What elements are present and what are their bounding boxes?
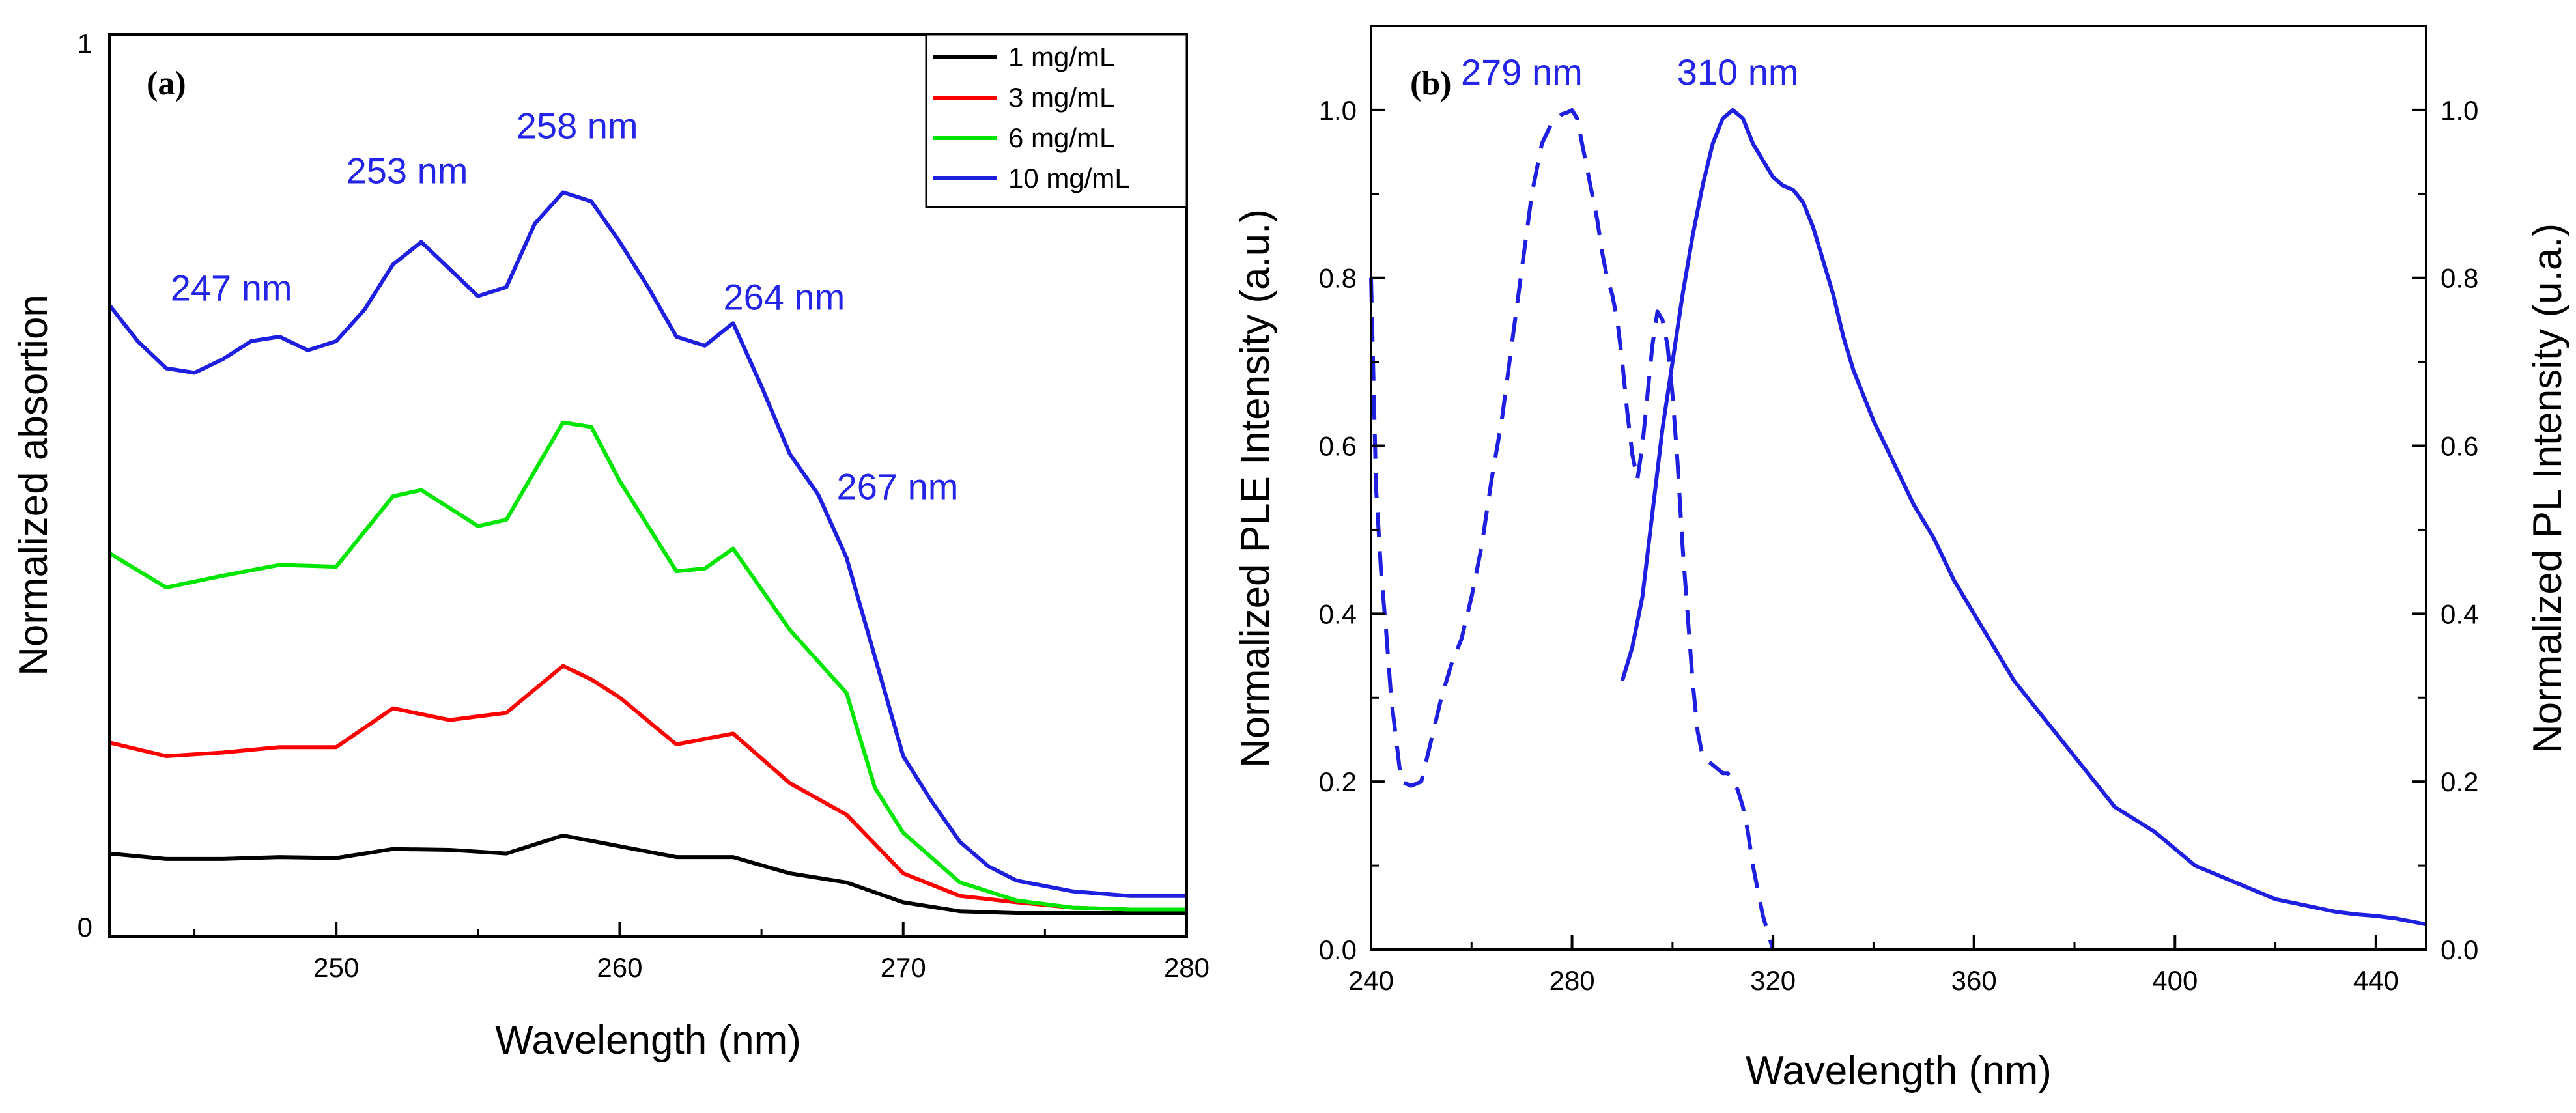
y-tick-label-right: 0.0	[2441, 935, 2478, 965]
y-tick-label: 1	[78, 28, 92, 59]
peak-annotation: 247 nm	[171, 268, 292, 309]
legend-label-6mg: 6 mg/mL	[1008, 122, 1114, 153]
peak-annotation: 310 nm	[1677, 51, 1799, 92]
panel-b: 240 280 320 360 400 440 0.0 0.0 0.2 0.2 0.4 0.4 0.6 0…	[1233, 25, 2570, 1093]
panel-a-label: (a)	[147, 65, 186, 102]
panel-b-x-axis-title: Wavelength (nm)	[1746, 1049, 2052, 1093]
peak-annotation: 258 nm	[517, 105, 638, 146]
panel-b-label: (b)	[1410, 65, 1452, 102]
y-tick-label-right: 0.2	[2441, 767, 2478, 797]
panel-b-y-axis-title-left: Normalized PLE Intensity (a.u.)	[1233, 209, 1278, 768]
panel-a-ticks: 250 260 270 280 0 1	[78, 28, 1210, 983]
x-tick-label: 260	[597, 952, 642, 983]
panel-a: 250 260 270 280 0 1 (a) Wavelength (nm) Norma…	[11, 28, 1210, 1063]
panel-b-y-axis-title-right: Normalized PL Intensity (u.a.)	[2525, 223, 2570, 754]
x-tick-label: 280	[1550, 965, 1595, 996]
y-tick-label-right: 1.0	[2441, 95, 2478, 126]
panel-b-series	[1369, 107, 2427, 950]
x-tick-label: 320	[1750, 965, 1796, 996]
peak-annotation: 253 nm	[347, 150, 468, 191]
x-tick-label: 250	[313, 952, 359, 983]
x-tick-label: 360	[1951, 965, 1997, 996]
y-tick-label-right: 0.4	[2441, 599, 2478, 629]
y-tick-label-left: 0.4	[1319, 599, 1357, 629]
panel-a-series	[107, 190, 1187, 915]
y-tick-label-left: 0.2	[1319, 767, 1357, 797]
panel-b-annotations: 279 nm 310 nm	[1461, 51, 1799, 92]
x-tick-label: 400	[2152, 965, 2198, 996]
series-line-ple	[1369, 107, 1775, 950]
series-line-1-mg-ml	[109, 833, 1187, 915]
x-tick-label: 240	[1348, 965, 1394, 996]
series-line-10-mg-ml	[107, 190, 1187, 898]
series-line-pl	[1620, 107, 2427, 927]
x-tick-label: 280	[1164, 952, 1210, 983]
y-tick-label-left: 0.8	[1319, 263, 1357, 294]
y-tick-label-left: 1.0	[1319, 95, 1357, 126]
legend-label-10mg: 10 mg/mL	[1008, 163, 1130, 193]
series-line-6-mg-ml	[108, 420, 1187, 912]
panel-a-x-axis-title: Wavelength (nm)	[495, 1018, 801, 1063]
panel-b-plot-frame	[1370, 25, 2427, 951]
peak-annotation: 267 nm	[837, 466, 959, 507]
peak-annotation: 264 nm	[724, 276, 845, 317]
panel-a-legend: 1 mg/mL 3 mg/mL 6 mg/mL 10 mg/mL	[925, 33, 1188, 208]
panel-a-plot-frame	[108, 33, 1188, 938]
x-tick-label: 270	[881, 952, 926, 983]
legend-label-1mg: 1 mg/mL	[1008, 42, 1114, 72]
panel-a-annotations: 247 nm 253 nm 258 nm 264 nm 267 nm	[171, 105, 959, 507]
peak-annotation: 279 nm	[1461, 51, 1583, 92]
panel-b-ticks: 240 280 320 360 400 440 0.0 0.0 0.2 0.2 0.4 0.4 0.6 0…	[1319, 25, 2478, 996]
y-tick-label-left: 0.6	[1319, 431, 1357, 462]
x-tick-label: 440	[2353, 965, 2399, 996]
y-tick-label-right: 0.8	[2441, 263, 2478, 294]
y-tick-label-right: 0.6	[2441, 431, 2478, 462]
panel-a-y-axis-title: Normalized absortion	[11, 294, 56, 676]
y-tick-label-left: 0.0	[1319, 935, 1357, 965]
legend-label-3mg: 3 mg/mL	[1008, 82, 1114, 113]
series-line-3-mg-ml	[109, 664, 1187, 912]
y-tick-label: 0	[78, 912, 92, 942]
